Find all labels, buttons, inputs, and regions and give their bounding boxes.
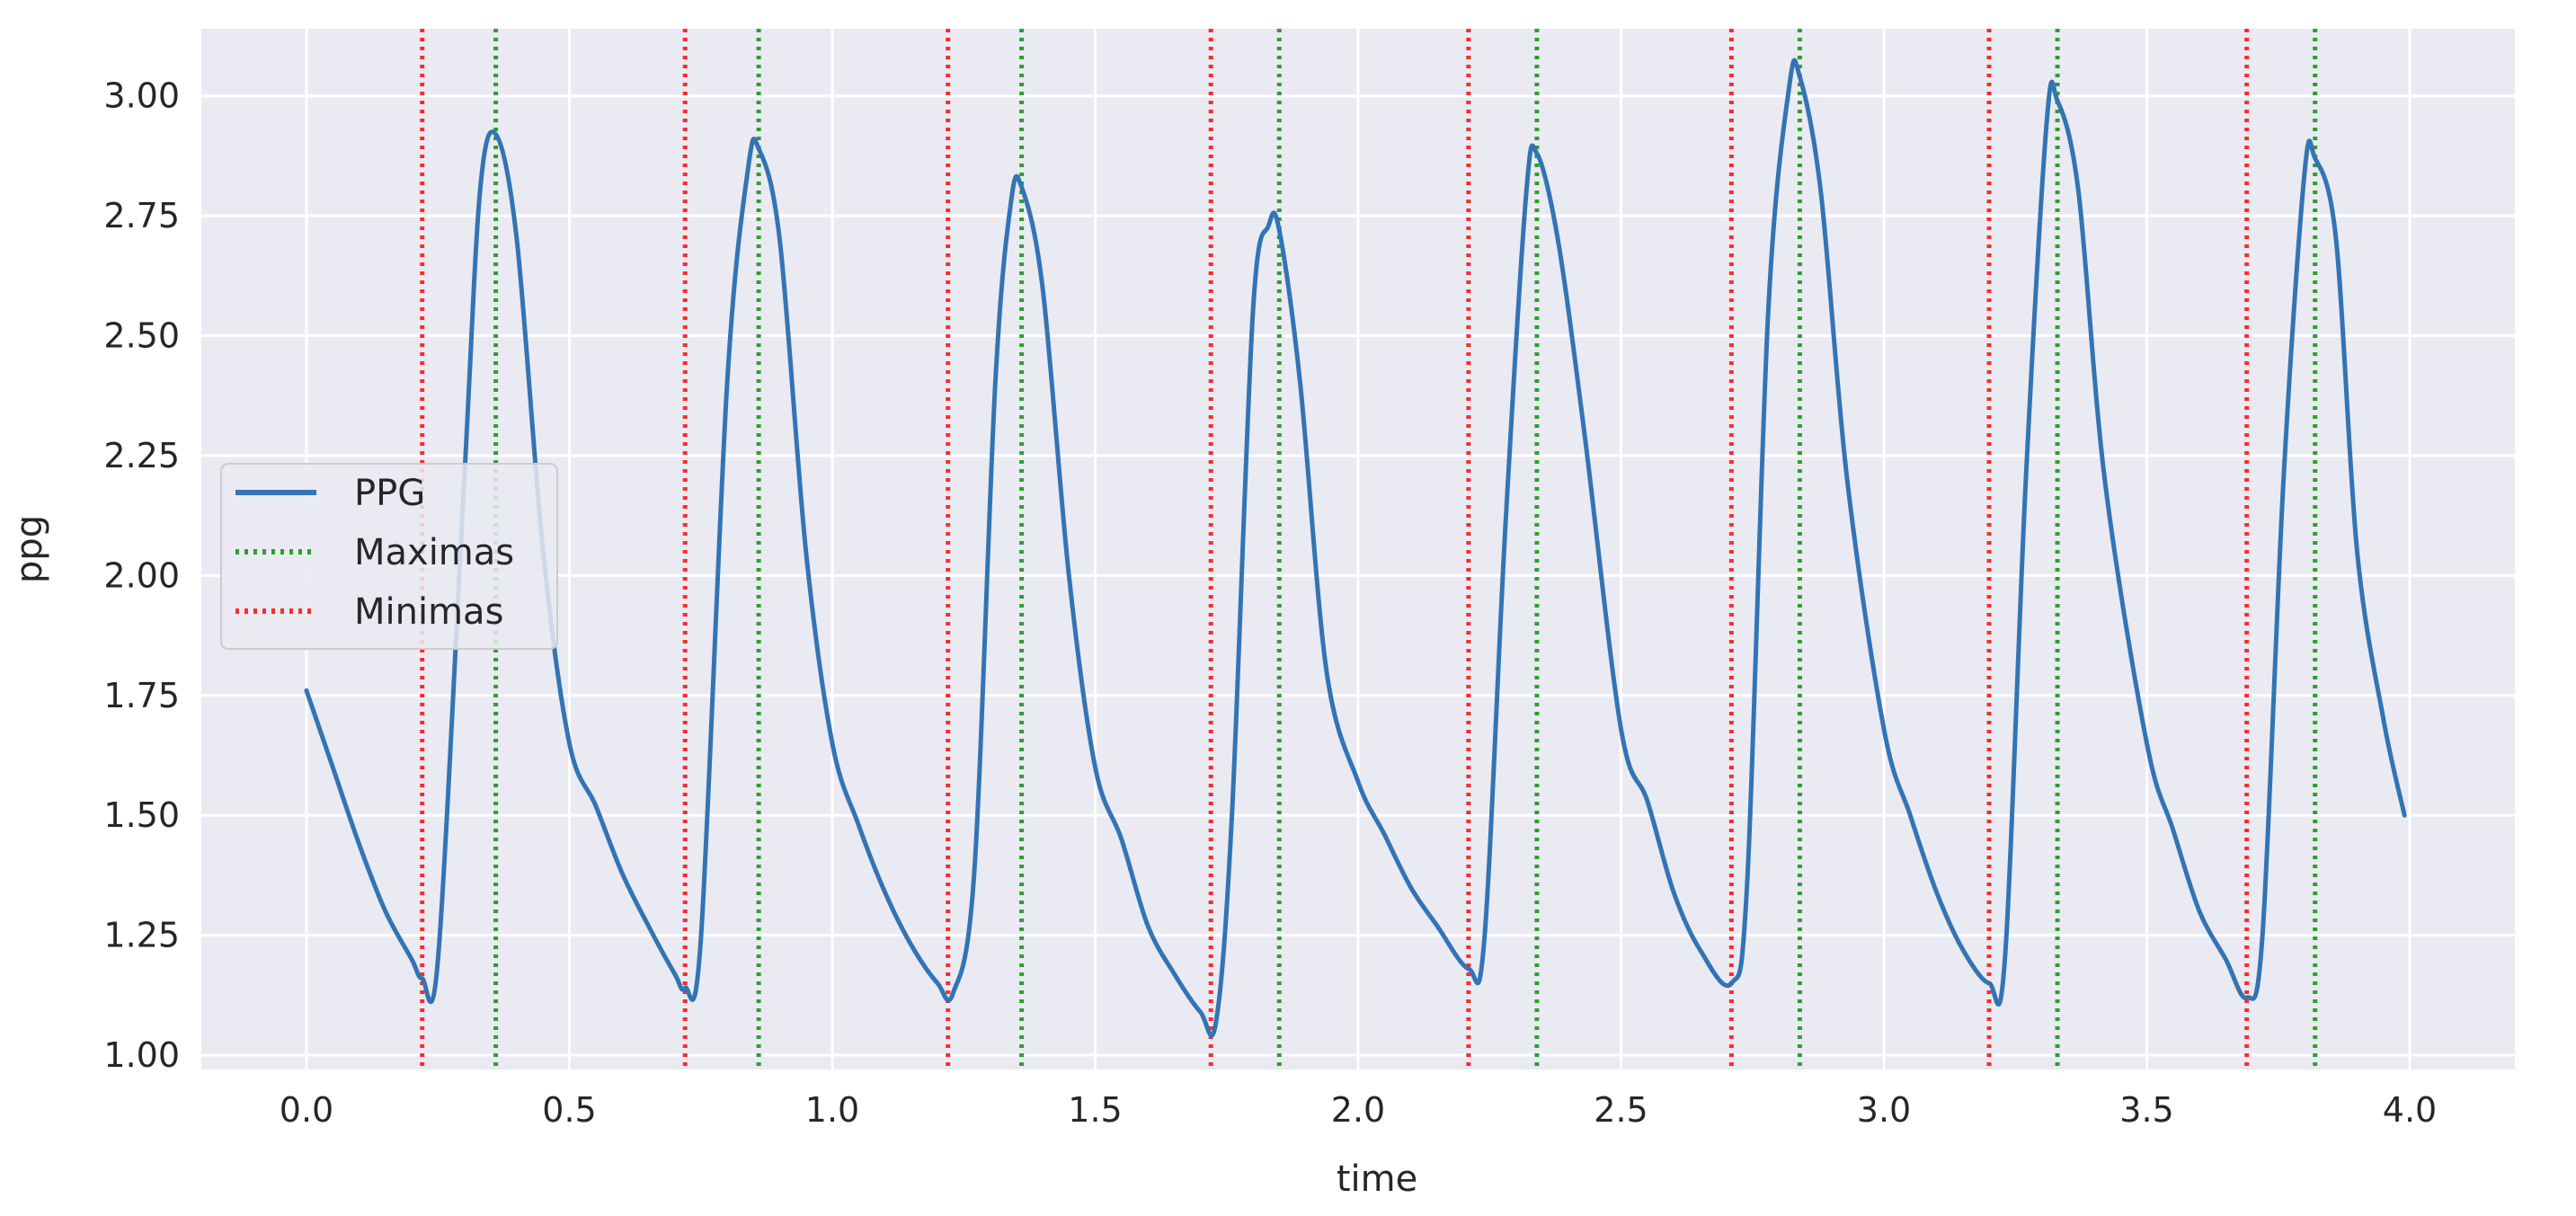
extrema-lines xyxy=(420,29,2318,1070)
ppg-series-line xyxy=(304,58,2407,1038)
series-layer xyxy=(304,58,2407,1038)
y-tick-label: 1.00 xyxy=(103,1035,180,1075)
y-tick-label: 2.25 xyxy=(103,436,180,475)
y-tick-label: 2.00 xyxy=(103,555,180,595)
legend-box xyxy=(220,463,558,650)
legend-maximas-label: Maximas xyxy=(354,532,514,573)
x-tick-label: 4.0 xyxy=(2383,1090,2437,1130)
x-tick-label: 2.5 xyxy=(1594,1090,1648,1130)
y-tick-label: 3.00 xyxy=(103,76,180,116)
tick-labels: 0.0 0.5 1.0 1.5 2.0 2.5 3.0 3.5 4.0 1.00 1.25 1.50 1… xyxy=(103,76,2437,1130)
x-tick-label: 3.5 xyxy=(2119,1090,2173,1130)
x-tick-label: 1.0 xyxy=(805,1090,859,1130)
y-tick-label: 1.25 xyxy=(103,916,180,955)
legend-minimas-label: Minimas xyxy=(354,591,503,633)
y-tick-label: 2.50 xyxy=(103,316,180,356)
legend: PPG Maximas Minimas xyxy=(220,463,558,650)
y-axis-label: ppg xyxy=(9,515,50,583)
legend-ppg-label: PPG xyxy=(354,473,425,514)
x-tick-label: 0.0 xyxy=(280,1090,333,1130)
y-tick-label: 1.50 xyxy=(103,795,180,835)
x-tick-label: 1.5 xyxy=(1068,1090,1122,1130)
x-axis-label: time xyxy=(1337,1158,1417,1200)
x-tick-label: 3.0 xyxy=(1857,1090,1911,1130)
y-tick-label: 1.75 xyxy=(103,676,180,715)
y-tick-label: 2.75 xyxy=(103,196,180,235)
x-tick-label: 0.5 xyxy=(542,1090,596,1130)
grid-lines xyxy=(201,29,2515,1070)
x-tick-label: 2.0 xyxy=(1331,1090,1385,1130)
